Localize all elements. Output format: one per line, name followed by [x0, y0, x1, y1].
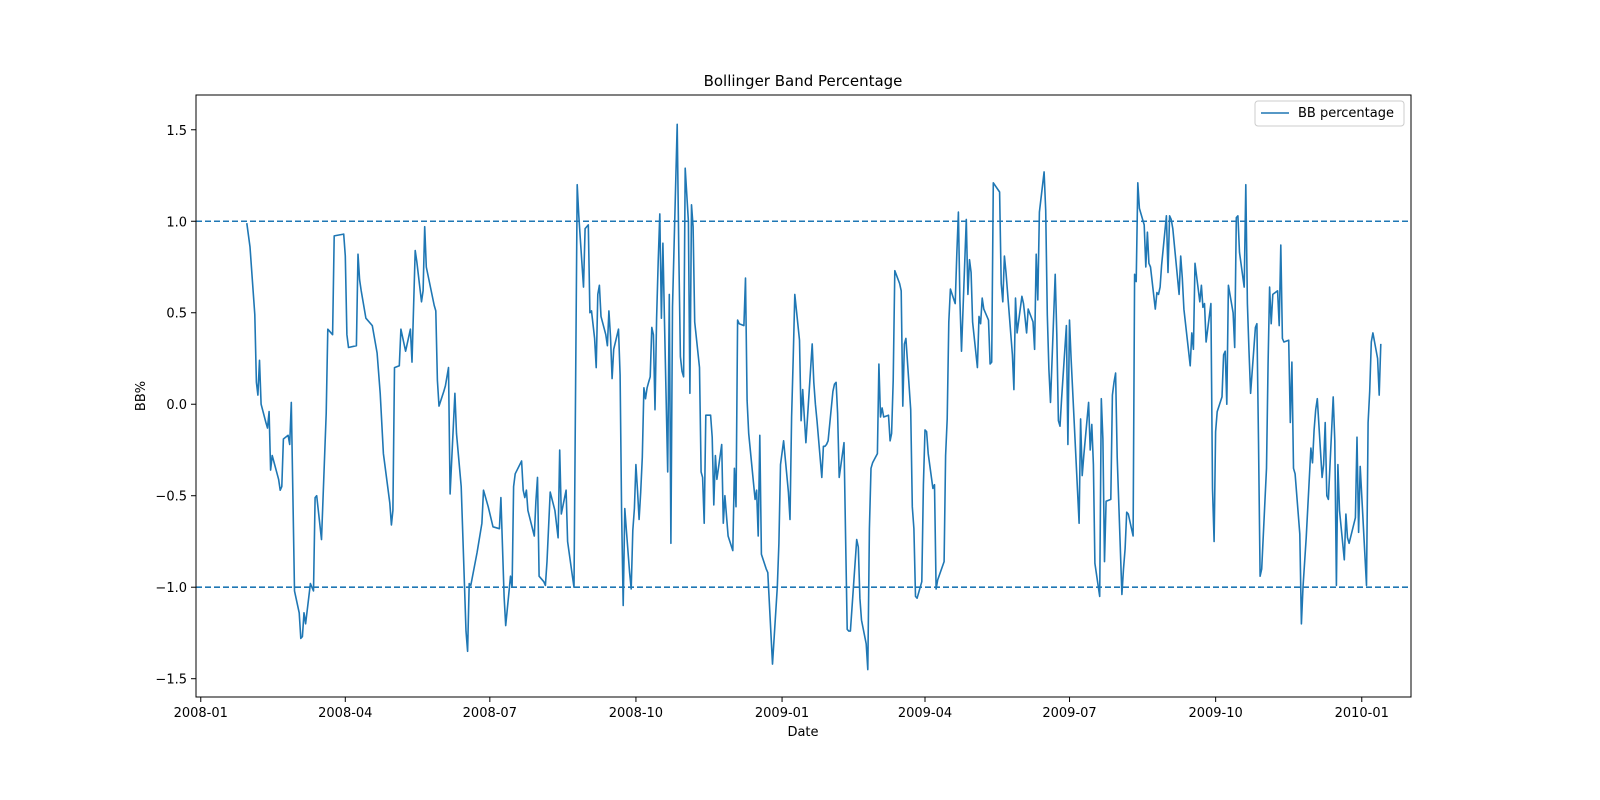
- y-tick-label: 1.5: [166, 124, 187, 139]
- y-tick-label: 0.5: [166, 307, 187, 322]
- x-tick-label: 2008-04: [318, 706, 372, 721]
- y-axis-title: BB%: [134, 381, 149, 411]
- plot-frame: [195, 94, 1412, 698]
- plot-area: [196, 123, 1411, 671]
- x-tick-label: 2009-10: [1188, 706, 1242, 721]
- x-tick-label: 2008-10: [609, 706, 663, 721]
- x-axis: 2008-01 2008-04 2008-07 2008-10 2009-01 2009-…: [174, 697, 1389, 721]
- legend-label: BB percentage: [1298, 106, 1394, 121]
- legend-box: [1254, 100, 1405, 127]
- y-tick-label: −1.5: [155, 673, 187, 688]
- x-tick-label: 2008-01: [174, 706, 228, 721]
- x-tick-label: 2009-01: [755, 706, 809, 721]
- x-tick-label: 2009-07: [1042, 706, 1096, 721]
- y-tick-label: 0.0: [166, 398, 187, 413]
- x-tick-label: 2010-01: [1335, 706, 1389, 721]
- series-line-bb-percentage: [246, 123, 1382, 671]
- legend: BB percentage: [1254, 100, 1405, 127]
- x-tick-label: 2008-07: [463, 706, 517, 721]
- y-tick-label: −0.5: [155, 490, 187, 505]
- y-axis: −1.5 −1.0 −0.5 0.0 0.5 1.0 1.5: [155, 124, 196, 688]
- y-tick-label: −1.0: [155, 581, 187, 596]
- chart-title: Bollinger Band Percentage: [704, 72, 903, 90]
- y-tick-label: 1.0: [166, 215, 187, 230]
- x-tick-label: 2009-04: [898, 706, 952, 721]
- x-axis-title: Date: [787, 725, 818, 740]
